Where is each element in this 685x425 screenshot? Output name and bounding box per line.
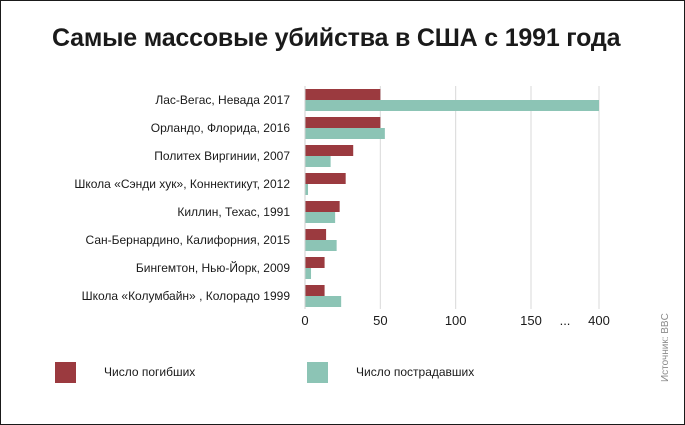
x-tick-label: 400 xyxy=(588,313,610,328)
legend-swatch-injured xyxy=(307,362,328,383)
bar-killed xyxy=(305,285,325,296)
category-label: Бингемтон, Нью-Йорк, 2009 xyxy=(136,260,290,275)
bar-injured xyxy=(305,156,331,167)
x-tick-label: 50 xyxy=(373,313,387,328)
bar-killed xyxy=(305,173,346,184)
bar-killed xyxy=(305,145,354,156)
x-tick-label: 100 xyxy=(445,313,467,328)
legend-label-killed: Число погибших xyxy=(104,365,196,379)
bar-injured xyxy=(305,184,309,195)
bar-killed xyxy=(305,117,381,128)
category-label: Лас-Вегас, Невада 2017 xyxy=(155,93,290,107)
bar-injured xyxy=(305,100,599,111)
category-label: Школа «Сэнди хук», Коннектикут, 2012 xyxy=(74,177,290,191)
category-label: Политех Виргинии, 2007 xyxy=(154,149,290,163)
x-tick-label: 0 xyxy=(301,313,308,328)
source-note: Источник: BBC xyxy=(660,313,671,382)
category-label: Школа «Колумбайн» , Колорадо 1999 xyxy=(82,289,291,303)
category-label: Киллин, Техас, 1991 xyxy=(177,205,290,219)
category-label: Орландо, Флорида, 2016 xyxy=(151,121,291,135)
x-tick-label: ... xyxy=(560,313,571,328)
bar-injured xyxy=(305,212,336,223)
bar-injured xyxy=(305,128,385,139)
bar-injured xyxy=(305,240,337,251)
bar-killed xyxy=(305,89,381,100)
legend: Число погибших Число пострадавших xyxy=(0,362,600,384)
bar-injured xyxy=(305,268,312,279)
bar-killed xyxy=(305,229,327,240)
x-tick-label: 150 xyxy=(520,313,542,328)
legend-swatch-killed xyxy=(55,362,76,383)
bar-killed xyxy=(305,201,340,212)
category-label: Сан-Бернардино, Калифорния, 2015 xyxy=(86,233,291,247)
bar-killed xyxy=(305,257,325,268)
bar-injured xyxy=(305,296,342,307)
legend-label-injured: Число пострадавших xyxy=(356,365,475,379)
chart-title: Самые массовые убийства в США с 1991 год… xyxy=(52,24,621,52)
